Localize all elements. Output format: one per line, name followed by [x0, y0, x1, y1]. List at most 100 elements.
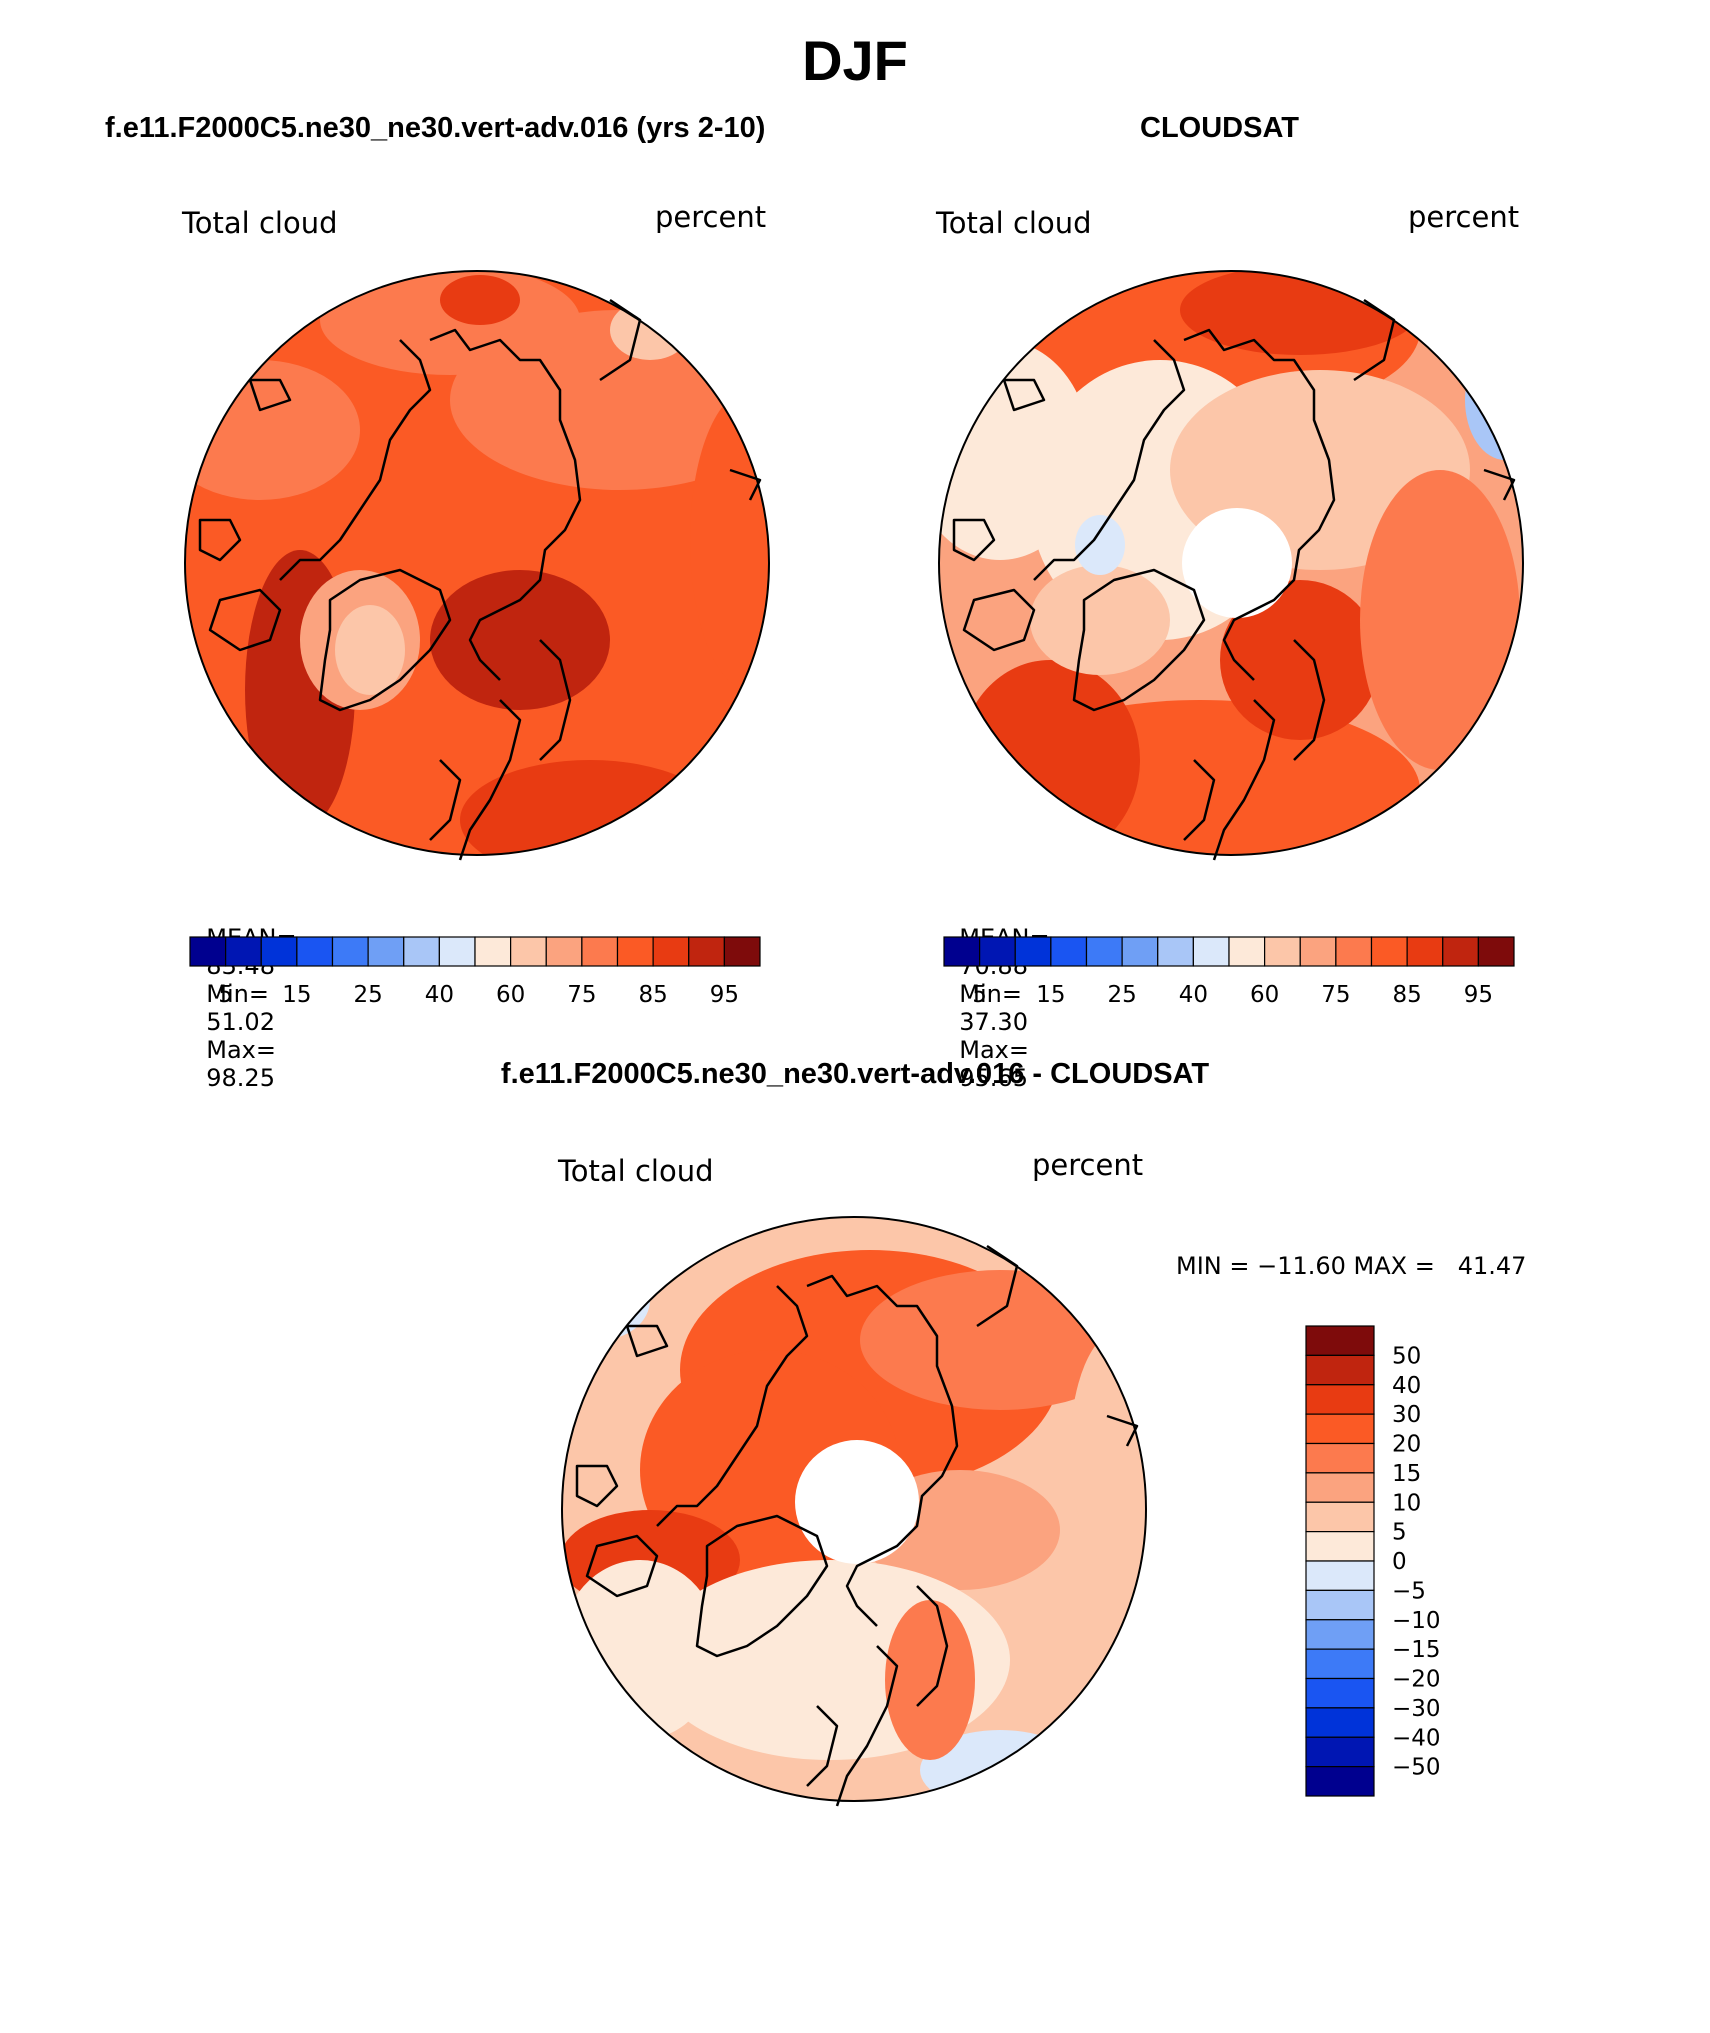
colorbar-tick-label: −40 — [1392, 1725, 1441, 1751]
panel-model-colorbar: 5 15 25 40 60 75 85 95 — [189, 936, 761, 1008]
colorbar-swatch — [652, 936, 690, 967]
max-label: Max= — [959, 1036, 1029, 1064]
max-value: 95.65 — [959, 1064, 1028, 1092]
colorbar-swatch — [723, 936, 761, 967]
colorbar-tick-label: 85 — [638, 982, 667, 1008]
coastlines-obs — [952, 298, 1516, 861]
colorbar-swatch — [1305, 1501, 1375, 1533]
colorbar-swatch — [1305, 1442, 1375, 1474]
panel-obs-heading: CLOUDSAT — [1140, 112, 1299, 144]
colorbar-swatch — [403, 936, 440, 967]
colorbar-swatch — [1305, 1472, 1375, 1503]
min-value: 37.30 — [959, 1008, 1028, 1036]
colorbar-tick-label: −30 — [1392, 1696, 1441, 1722]
colorbar-swatch — [1442, 936, 1479, 967]
colorbar-swatch — [189, 936, 227, 967]
colorbar-swatch — [1305, 1413, 1375, 1445]
colorbar-tick-label: 60 — [1250, 982, 1279, 1008]
colorbar-swatch — [581, 936, 619, 967]
colorbar-tick-label: 0 — [1392, 1549, 1407, 1575]
colorbar-swatch — [1014, 936, 1052, 967]
colorbar-tick-label: 75 — [567, 982, 596, 1008]
colorbar-swatch — [1305, 1589, 1375, 1621]
colorbar-swatch — [1305, 1384, 1375, 1415]
colorbar-swatch — [1305, 1736, 1375, 1768]
colorbar-tick-label: 85 — [1392, 982, 1421, 1008]
coastlines-model — [198, 298, 762, 861]
colorbar-tick-label: 60 — [496, 982, 525, 1008]
colorbar-swatch — [1305, 1707, 1375, 1738]
max-value: 98.25 — [206, 1064, 275, 1092]
min-value: 51.02 — [206, 1008, 275, 1036]
panel-obs-colorbar: 5 15 25 40 60 75 85 95 — [943, 936, 1515, 1008]
colorbar-swatch — [1370, 936, 1408, 967]
colorbar-tick-label: 75 — [1321, 982, 1350, 1008]
colorbar-swatch — [1305, 1677, 1375, 1709]
colorbar-tick-label: 20 — [1392, 1432, 1421, 1458]
colorbar-tick-label: 50 — [1392, 1343, 1421, 1369]
colorbar-swatch — [1305, 1560, 1375, 1591]
colorbar-tick-label: 40 — [1392, 1373, 1421, 1399]
colorbar-swatch — [438, 936, 476, 967]
panel-diff-heading: f.e11.F2000C5.ne30_ne30.vert-adv.016 - C… — [500, 1058, 1210, 1090]
colorbar-tick-label: 95 — [710, 982, 739, 1008]
colorbar-swatch — [616, 936, 654, 967]
colorbar-tick-label: 40 — [425, 982, 454, 1008]
colorbar-tick-label: −5 — [1392, 1578, 1426, 1604]
colorbar-swatch — [979, 936, 1016, 967]
panel-obs-variable-label: Total cloud — [936, 206, 1092, 240]
colorbar-swatch — [1264, 936, 1301, 967]
colorbar-tick-label: −50 — [1392, 1755, 1441, 1781]
min-label: Min= — [959, 980, 1022, 1008]
colorbar-swatch — [1050, 936, 1088, 967]
colorbar-swatch — [1305, 1619, 1375, 1650]
colorbar-swatch — [1121, 936, 1159, 967]
colorbar-swatch — [1305, 1531, 1375, 1562]
colorbar-swatch — [225, 936, 262, 967]
colorbar-swatch — [510, 936, 547, 967]
colorbar-swatch — [1305, 1648, 1375, 1680]
colorbar-swatch — [474, 936, 512, 967]
colorbar-swatch — [1406, 936, 1444, 967]
colorbar-tick-label: 95 — [1464, 982, 1493, 1008]
colorbar-tick-label: 5 — [218, 982, 233, 1008]
min-label: Min= — [206, 980, 269, 1008]
colorbar-swatch — [1477, 936, 1515, 967]
colorbar-swatch — [1192, 936, 1230, 967]
coastlines-diff — [575, 1244, 1139, 1807]
panel-obs-map — [938, 270, 1524, 861]
colorbar-tick-label: 10 — [1392, 1490, 1421, 1516]
colorbar-tick-label: 25 — [353, 982, 382, 1008]
panel-obs-units-label: percent — [1408, 200, 1520, 234]
colorbar-tick-label: 25 — [1107, 982, 1136, 1008]
colorbar-swatch — [1157, 936, 1194, 967]
max-label: Max= — [206, 1036, 276, 1064]
colorbar-tick-label: 5 — [1392, 1520, 1407, 1546]
colorbar-tick-label: 5 — [972, 982, 987, 1008]
panel-diff-map — [561, 1216, 1147, 1807]
panel-model-map — [184, 270, 770, 861]
colorbar-tick-label: 15 — [282, 982, 311, 1008]
colorbar-swatch — [296, 936, 334, 967]
colorbar-swatch — [1299, 936, 1337, 967]
colorbar-tick-label: 15 — [1392, 1461, 1421, 1487]
panel-diff-stats: MIN = −11.60 MAX = 41.47 — [1176, 1252, 1527, 1280]
colorbar-swatch — [1305, 1354, 1375, 1386]
colorbar-swatch — [260, 936, 298, 967]
colorbar-tick-label: 40 — [1179, 982, 1208, 1008]
colorbar-swatch — [545, 936, 583, 967]
colorbar-swatch — [1228, 936, 1266, 967]
panel-model-variable-label: Total cloud — [182, 206, 338, 240]
colorbar-swatch — [1335, 936, 1373, 967]
panel-diff-variable-label: Total cloud — [558, 1154, 714, 1188]
colorbar-tick-label: −10 — [1392, 1608, 1441, 1634]
colorbar-swatch — [1305, 1766, 1375, 1797]
colorbar-tick-label: −15 — [1392, 1637, 1441, 1663]
panel-model-heading: f.e11.F2000C5.ne30_ne30.vert-adv.016 (yr… — [105, 112, 766, 144]
colorbar-swatch — [1085, 936, 1123, 967]
colorbar-tick-label: 30 — [1392, 1402, 1421, 1428]
panel-model-units-label: percent — [655, 200, 767, 234]
colorbar-tick-label: −20 — [1392, 1667, 1441, 1693]
